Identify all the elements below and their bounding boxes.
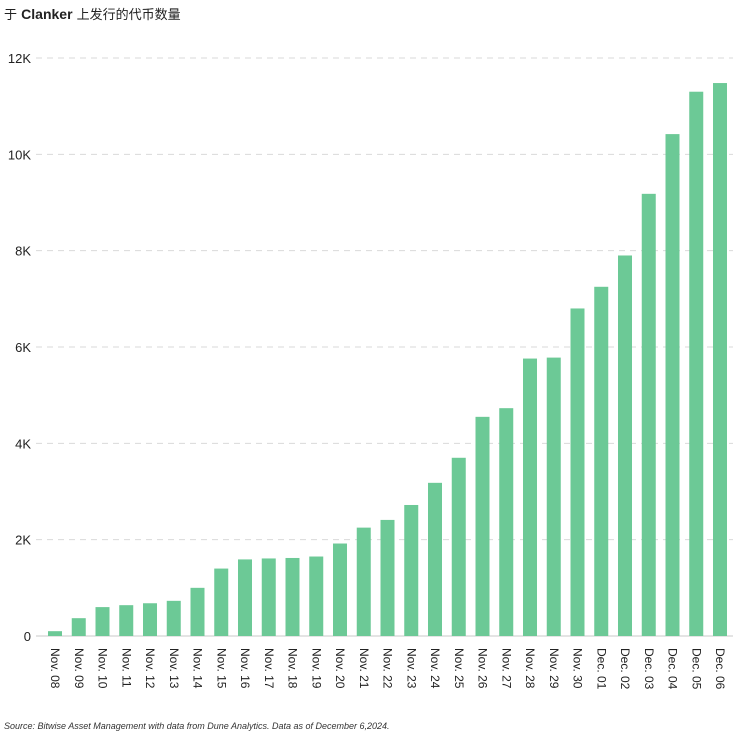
bar	[451, 457, 466, 636]
source-note: Source: Bitwise Asset Management with da…	[4, 721, 390, 731]
bar	[48, 631, 62, 636]
x-tick-label: Nov. 29	[547, 648, 561, 689]
x-tick-label: Dec. 04	[666, 648, 680, 690]
y-tick-label: 4K	[15, 436, 31, 451]
x-tick-label: Nov. 09	[72, 648, 86, 689]
x-tick-label: Nov. 12	[143, 648, 157, 689]
y-tick-label: 0	[24, 629, 31, 644]
bar	[285, 557, 300, 636]
bar	[618, 255, 632, 636]
bar	[570, 308, 585, 636]
bar	[119, 605, 134, 636]
bar	[499, 408, 514, 636]
x-tick-label: Nov. 27	[499, 648, 513, 689]
x-tick-label: Nov. 15	[214, 648, 228, 689]
x-tick-label: Nov. 20	[333, 648, 347, 689]
x-tick-label: Nov. 25	[452, 648, 466, 689]
bar	[238, 559, 252, 636]
bar	[665, 134, 680, 636]
bar	[713, 83, 727, 636]
bar	[594, 286, 609, 636]
bar	[143, 603, 157, 636]
y-tick-label: 2K	[15, 533, 31, 548]
x-tick-label: Nov. 30	[571, 648, 585, 689]
title-brand: Clanker	[21, 6, 73, 22]
bar	[404, 504, 419, 636]
bar	[380, 519, 395, 636]
y-axis: 0 2K 4K 6K 8K 10K 12K	[8, 51, 31, 644]
bar	[166, 600, 181, 636]
x-tick-label: Nov. 19	[309, 648, 323, 689]
x-tick-label: Dec. 02	[618, 648, 632, 690]
y-tick-label: 12K	[8, 51, 31, 66]
bar	[475, 416, 490, 636]
x-tick-label: Nov. 21	[357, 648, 371, 689]
x-tick-label: Dec. 01	[594, 648, 608, 690]
title-prefix: 于	[4, 8, 18, 23]
bar	[689, 91, 704, 636]
bar	[356, 527, 371, 636]
x-tick-label: Nov. 17	[262, 648, 276, 689]
x-tick-label: Nov. 11	[119, 648, 133, 688]
y-tick-label: 10K	[8, 147, 31, 162]
x-axis: Nov. 08 Nov. 09 Nov. 10 Nov. 11 Nov. 12 Nov. …	[48, 648, 727, 690]
bar	[428, 482, 442, 636]
bar	[261, 558, 276, 636]
x-tick-label: Dec. 05	[689, 648, 703, 690]
bar	[71, 618, 86, 636]
bar	[641, 193, 656, 636]
x-tick-label: Dec. 03	[642, 648, 656, 690]
x-tick-label: Nov. 18	[286, 648, 300, 689]
x-tick-label: Dec. 06	[713, 648, 727, 690]
bar	[95, 607, 110, 636]
bar	[309, 556, 324, 636]
bar	[190, 587, 205, 636]
x-tick-label: Nov. 14	[191, 648, 205, 689]
x-tick-label: Nov. 26	[476, 648, 490, 689]
bar	[214, 568, 229, 636]
x-tick-label: Nov. 16	[238, 648, 252, 689]
chart-title: 于 Clanker 上发行的代币数量	[4, 4, 181, 23]
title-suffix: 上发行的代币数量	[76, 8, 181, 23]
x-tick-label: Nov. 23	[404, 648, 418, 689]
x-tick-label: Nov. 08	[48, 648, 62, 689]
bar	[333, 543, 347, 636]
x-tick-label: Nov. 24	[428, 648, 442, 689]
bars	[48, 83, 727, 636]
x-tick-label: Nov. 13	[167, 648, 181, 689]
x-tick-label: Nov. 10	[96, 648, 110, 689]
bar	[523, 358, 537, 636]
y-tick-label: 8K	[15, 244, 31, 259]
x-tick-label: Nov. 22	[381, 648, 395, 689]
x-tick-label: Nov. 28	[523, 648, 537, 689]
bar	[546, 357, 561, 636]
y-tick-label: 6K	[15, 340, 31, 355]
